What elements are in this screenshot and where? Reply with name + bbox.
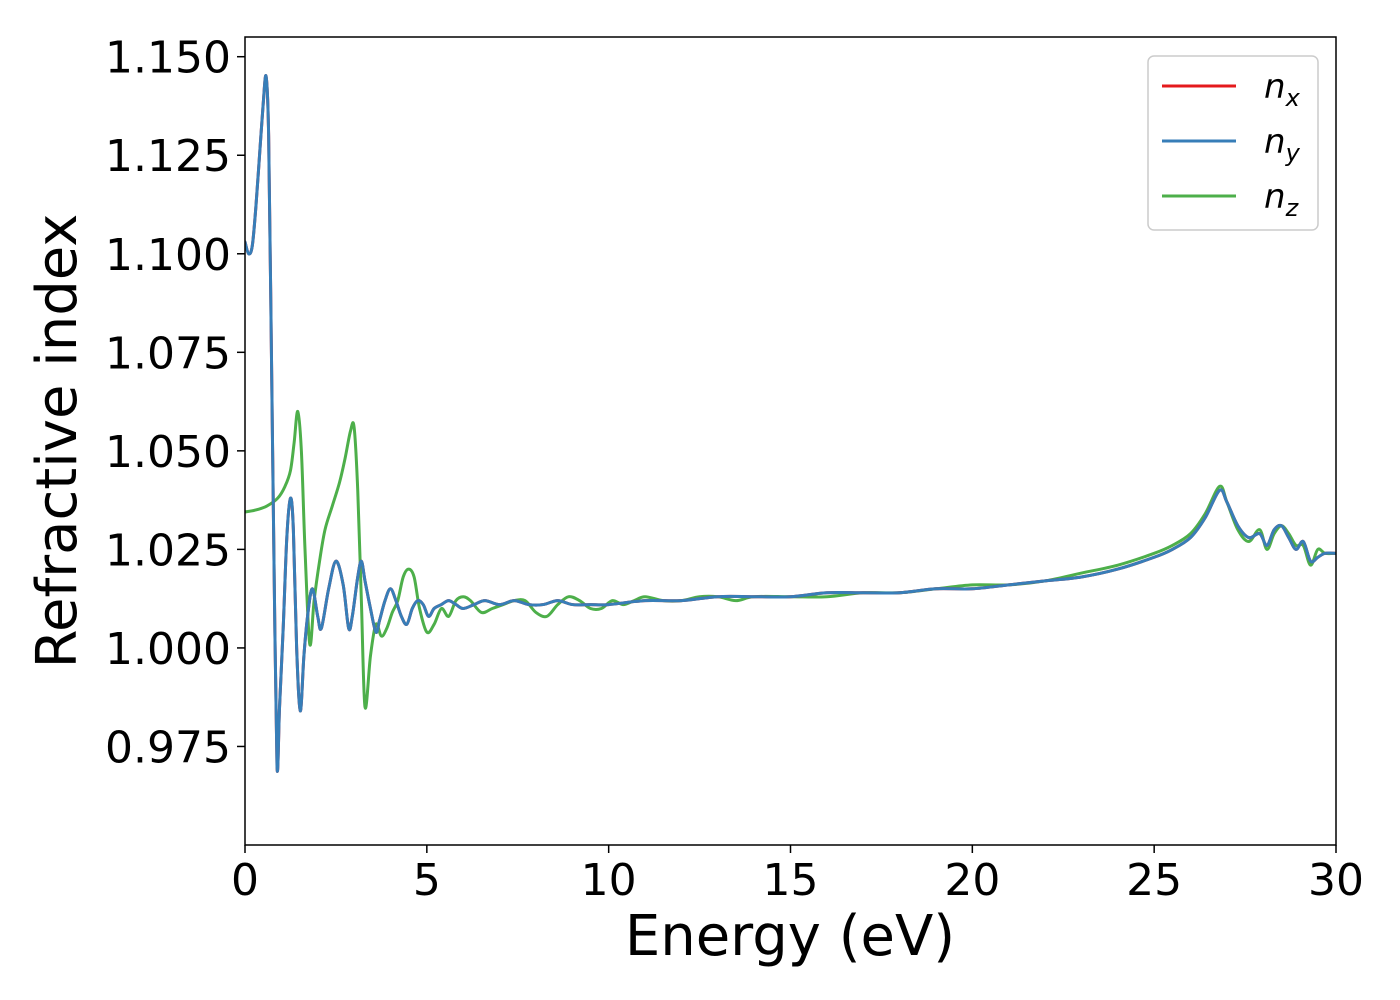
series-line-ny bbox=[245, 74, 1336, 773]
x-axis-ticks: 0 5 10 15 20 25 30 bbox=[231, 845, 1364, 906]
legend-label-subscript: z bbox=[1285, 194, 1300, 222]
y-tick-label: 1.075 bbox=[105, 328, 231, 379]
x-tick-label: 0 bbox=[231, 855, 259, 906]
x-tick-label: 20 bbox=[944, 855, 1000, 906]
x-axis-title: Energy (eV) bbox=[625, 904, 955, 969]
legend-label-main: n bbox=[1264, 177, 1286, 217]
y-tick-label: 1.025 bbox=[105, 525, 231, 576]
legend-label-subscript: y bbox=[1285, 139, 1301, 167]
x-tick-label: 5 bbox=[413, 855, 441, 906]
legend-label-main: n bbox=[1264, 122, 1286, 162]
y-tick-label: 1.150 bbox=[105, 33, 231, 84]
series-layer bbox=[245, 74, 1336, 773]
y-tick-label: 1.000 bbox=[105, 624, 231, 675]
x-tick-label: 30 bbox=[1308, 855, 1364, 906]
y-tick-label: 1.050 bbox=[105, 427, 231, 478]
y-tick-label: 0.975 bbox=[105, 722, 231, 773]
legend-label-nz: nz bbox=[1264, 177, 1300, 222]
y-axis-title: Refractive index bbox=[25, 214, 90, 669]
y-tick-label: 1.125 bbox=[105, 131, 231, 182]
legend-label-ny: ny bbox=[1264, 122, 1301, 167]
y-tick-label: 1.100 bbox=[105, 230, 231, 281]
legend-label-nx: nx bbox=[1264, 67, 1301, 112]
legend-box bbox=[1147, 55, 1319, 231]
series-line-nz bbox=[245, 409, 1336, 710]
legend-label-main: n bbox=[1264, 67, 1286, 107]
x-tick-label: 25 bbox=[1126, 855, 1182, 906]
legend-label-subscript: x bbox=[1285, 84, 1301, 112]
y-axis-ticks: 0.975 1.000 1.025 1.050 1.075 1.100 1.125 1.150 bbox=[105, 33, 245, 773]
x-tick-label: 15 bbox=[763, 855, 819, 906]
x-tick-label: 10 bbox=[581, 855, 637, 906]
